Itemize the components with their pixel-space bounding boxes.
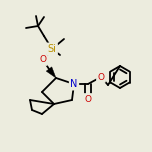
Text: O: O (85, 95, 92, 104)
Text: Si: Si (48, 44, 56, 54)
Text: N: N (70, 79, 78, 89)
Text: O: O (97, 73, 105, 81)
Text: O: O (40, 55, 47, 64)
Polygon shape (46, 67, 56, 78)
